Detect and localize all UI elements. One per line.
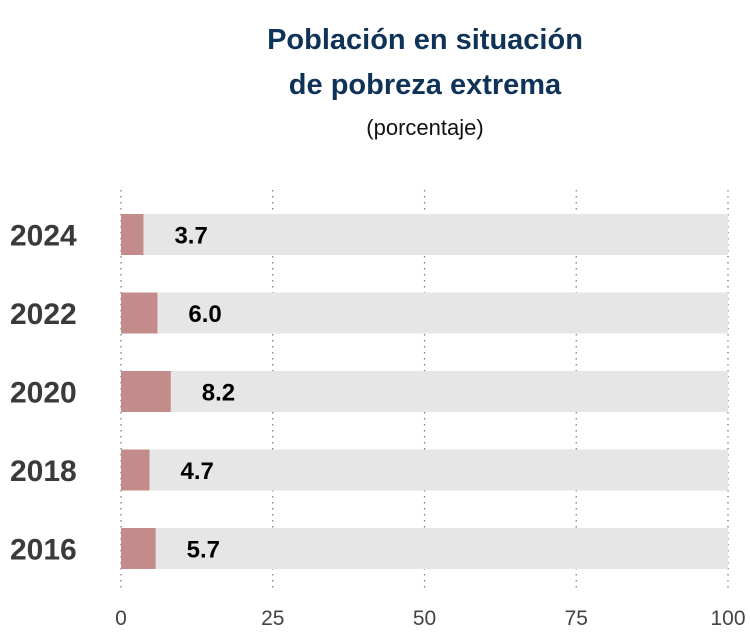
y-category-label: 2020 xyxy=(10,377,77,410)
y-category-label: 2024 xyxy=(10,220,77,253)
bar-track xyxy=(121,528,728,569)
bar-2016 xyxy=(121,528,156,569)
bar-track xyxy=(121,371,728,412)
x-tick-label: 25 xyxy=(261,607,284,630)
chart-title-line-2: de pobreza extrema xyxy=(288,69,562,101)
bar-track xyxy=(121,214,728,255)
chart-subtitle: (porcentaje) xyxy=(366,115,484,140)
data-label: 5.7 xyxy=(187,537,220,564)
chart-title-line-1: Población en situación xyxy=(267,24,583,56)
x-tick-label: 100 xyxy=(710,607,745,630)
data-label: 3.7 xyxy=(174,223,207,250)
x-tick-label: 0 xyxy=(115,607,127,630)
bar-2020 xyxy=(121,371,171,412)
bar-track xyxy=(121,449,728,491)
x-tick-label: 75 xyxy=(565,607,588,630)
data-label: 4.7 xyxy=(181,458,214,485)
bar-2022 xyxy=(121,292,158,334)
y-category-label: 2016 xyxy=(10,534,77,567)
data-label: 6.0 xyxy=(188,301,221,328)
data-label: 8.2 xyxy=(202,380,235,407)
bar-track xyxy=(121,292,728,334)
y-category-label: 2018 xyxy=(10,455,77,488)
y-category-label: 2022 xyxy=(10,298,77,331)
bar-2018 xyxy=(121,449,150,491)
bar-2024 xyxy=(121,214,144,255)
x-tick-label: 50 xyxy=(413,607,436,630)
